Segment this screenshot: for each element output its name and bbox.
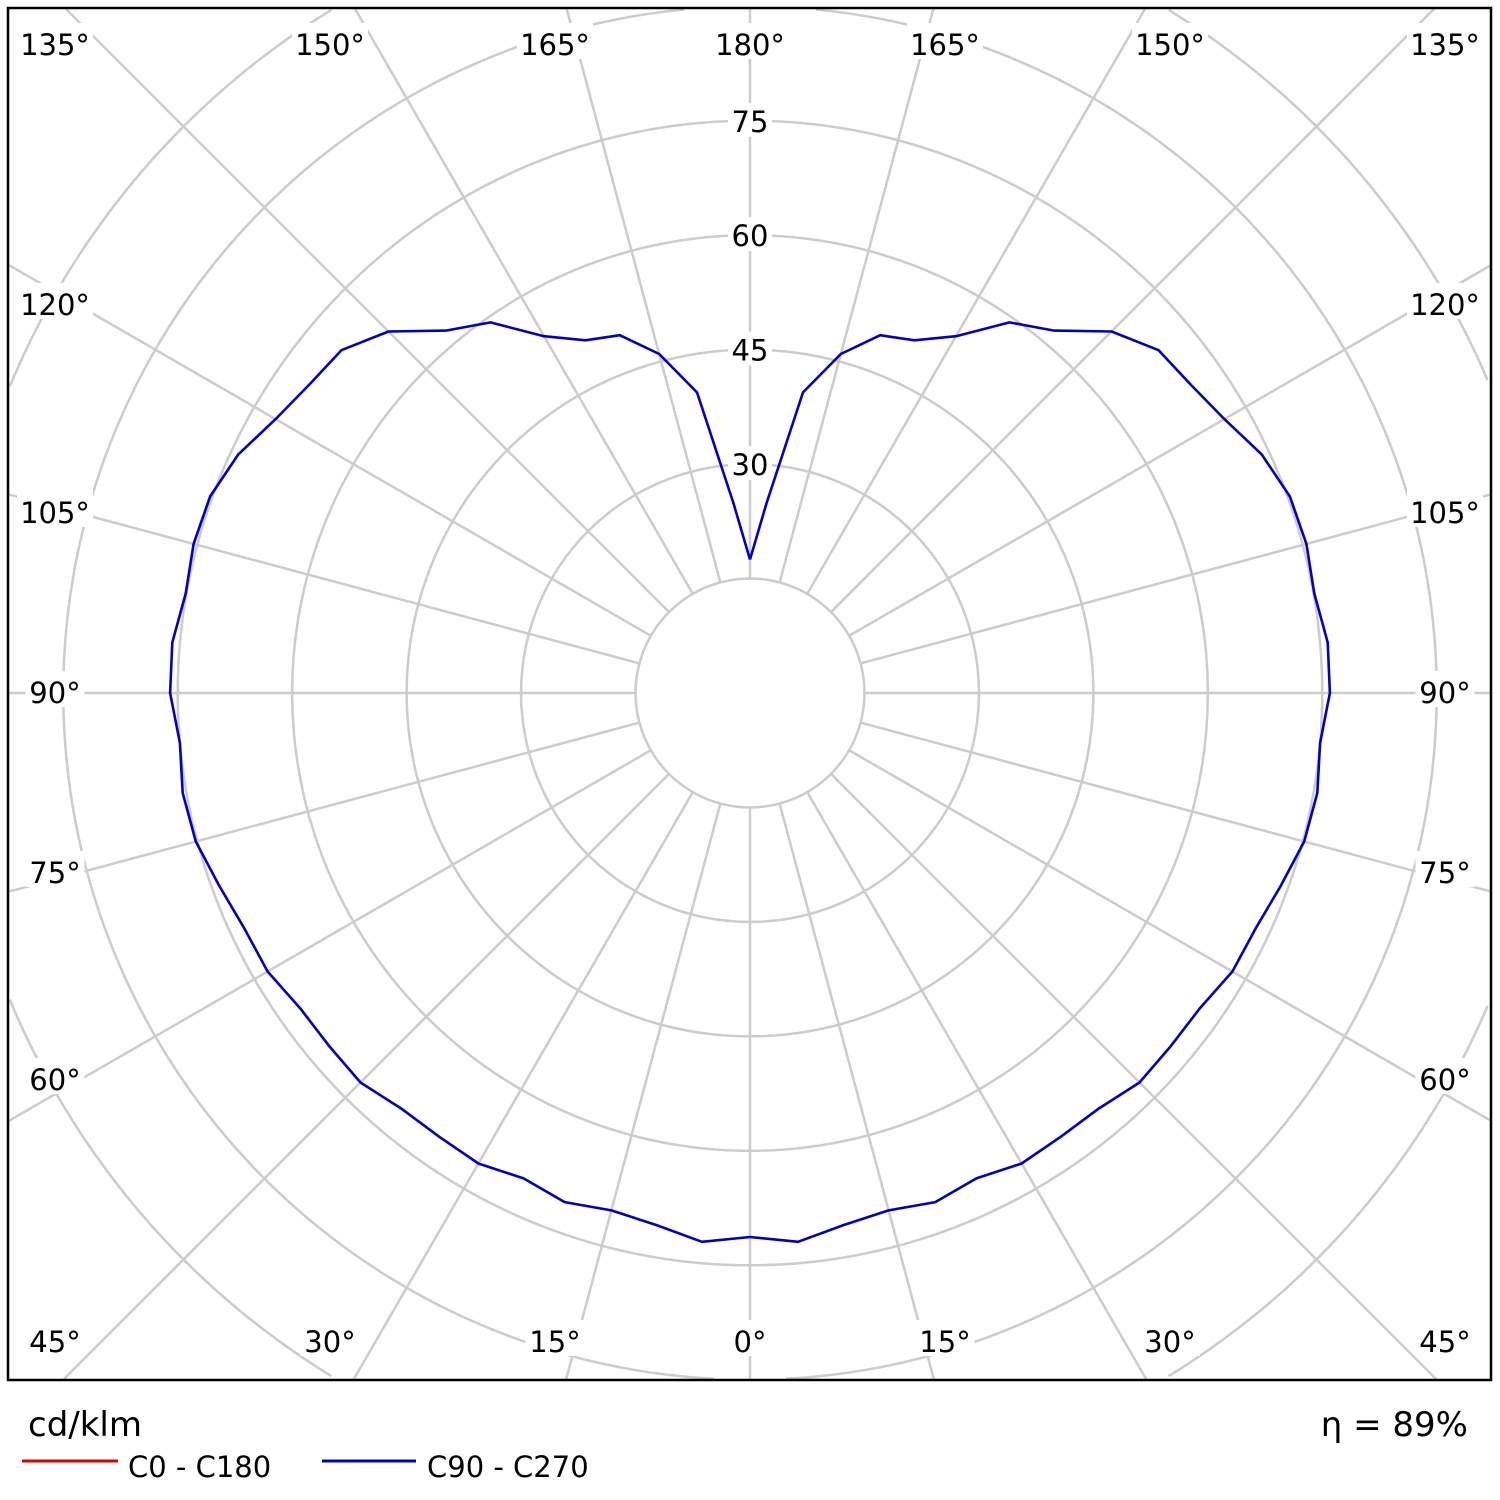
angle-label-bg xyxy=(907,23,983,59)
angle-label-bg xyxy=(25,1320,85,1356)
radial-gridline xyxy=(778,8,935,583)
radial-gridline xyxy=(830,8,1435,613)
radial-gridline xyxy=(564,803,722,1380)
angle-label: 75° xyxy=(29,856,80,890)
angle-label-bg xyxy=(300,1320,360,1356)
angle-label: 150° xyxy=(295,28,365,62)
angle-label-bg xyxy=(915,1320,975,1356)
angle-label-bg xyxy=(525,1320,585,1356)
angle-label: 150° xyxy=(1135,28,1205,62)
ring-gridline xyxy=(8,999,333,1378)
angle-label: 105° xyxy=(1410,496,1480,530)
angle-label: 90° xyxy=(1419,676,1470,710)
angle-label-bg xyxy=(729,1320,771,1356)
angle-label: 60° xyxy=(1419,1063,1470,1097)
ring-gridline xyxy=(785,693,1438,1381)
angle-label-bg xyxy=(1140,1320,1200,1356)
radial-gridline xyxy=(565,8,722,583)
angle-label: 165° xyxy=(520,28,590,62)
angle-label: 90° xyxy=(29,676,80,710)
ring-gridline xyxy=(405,348,1095,1038)
radial-tick-label: 30 xyxy=(732,448,769,482)
angle-label-bg xyxy=(1415,1320,1475,1356)
ring-gridline xyxy=(62,8,715,1381)
tick-label-bg xyxy=(728,102,772,137)
tick-label-bg xyxy=(728,446,772,481)
grid xyxy=(8,8,1491,1381)
radial-gridline xyxy=(8,749,652,1122)
angle-label: 135° xyxy=(20,28,90,62)
angle-label: 105° xyxy=(20,496,90,530)
radial-gridline xyxy=(860,721,1491,893)
radial-gridline xyxy=(8,493,640,665)
legend-label-c0: C0 - C180 xyxy=(128,1450,271,1484)
angle-label-bg xyxy=(1415,851,1475,887)
angle-label: 120° xyxy=(20,288,90,322)
efficiency-label: η = 89% xyxy=(1321,1405,1468,1445)
angle-label-bg xyxy=(1407,491,1483,527)
unit-label: cd/klm xyxy=(28,1405,142,1445)
radial-gridline xyxy=(860,493,1491,665)
angle-label-bg xyxy=(712,23,788,59)
angle-label-bg xyxy=(17,491,93,527)
angle-label-bg xyxy=(1415,1058,1475,1094)
radial-gridline xyxy=(63,773,670,1380)
angle-label: 60° xyxy=(29,1063,80,1097)
radial-gridline xyxy=(848,749,1491,1122)
angle-label: 30° xyxy=(304,1325,355,1359)
ring-gridline xyxy=(634,577,866,809)
angle-label: 30° xyxy=(1144,1325,1195,1359)
radial-gridline xyxy=(806,791,1148,1380)
angle-label-bg xyxy=(17,283,93,319)
radial-gridline xyxy=(352,791,694,1380)
angle-label-bg xyxy=(17,23,93,59)
angle-label: 180° xyxy=(715,28,785,62)
angle-label-bg xyxy=(25,851,85,887)
legend-label-c90: C90 - C270 xyxy=(427,1450,589,1484)
series-curve-c90-c270 xyxy=(168,321,1332,1244)
angle-label-bg xyxy=(25,671,85,707)
radial-gridline xyxy=(848,264,1491,637)
angle-label: 135° xyxy=(1410,28,1480,62)
angle-label-bg xyxy=(1132,23,1208,59)
radial-gridline xyxy=(8,721,640,893)
tick-label-bg xyxy=(728,331,772,366)
radial-tick-label: 45 xyxy=(732,334,769,368)
ring-gridline xyxy=(519,462,981,924)
angle-label-bg xyxy=(1407,283,1483,319)
angle-label: 165° xyxy=(910,28,980,62)
labels: 30 45 60 75 45° 30° 15° 0° 15° 30° 45° 135° 150° 165°… xyxy=(17,23,1483,1359)
angle-label: 45° xyxy=(29,1325,80,1359)
angle-label: 15° xyxy=(919,1325,970,1359)
angle-label: 0° xyxy=(734,1325,767,1359)
radial-gridline xyxy=(806,8,1146,595)
angle-label-bg xyxy=(1407,23,1483,59)
radial-tick-label: 75 xyxy=(732,105,769,139)
radial-tick-label: 60 xyxy=(732,219,769,253)
radial-gridline xyxy=(8,264,652,637)
radial-gridline xyxy=(65,8,670,613)
angle-label: 15° xyxy=(529,1325,580,1359)
ring-gridline xyxy=(176,119,1324,1267)
ring-gridline xyxy=(290,233,1210,1153)
angle-label-bg xyxy=(517,23,593,59)
radial-gridline xyxy=(778,803,936,1380)
plot-frame xyxy=(6,6,1493,1382)
radial-gridline xyxy=(354,8,694,595)
curves xyxy=(168,321,1332,1244)
angle-label: 45° xyxy=(1419,1325,1470,1359)
angle-label-bg xyxy=(1415,671,1475,707)
angle-label: 120° xyxy=(1410,288,1480,322)
angle-label-bg xyxy=(25,1058,85,1094)
ring-gridline xyxy=(8,8,333,387)
angle-label: 75° xyxy=(1419,856,1470,890)
tick-label-bg xyxy=(728,217,772,252)
angle-label-bg xyxy=(292,23,368,59)
radial-gridline xyxy=(830,773,1437,1380)
